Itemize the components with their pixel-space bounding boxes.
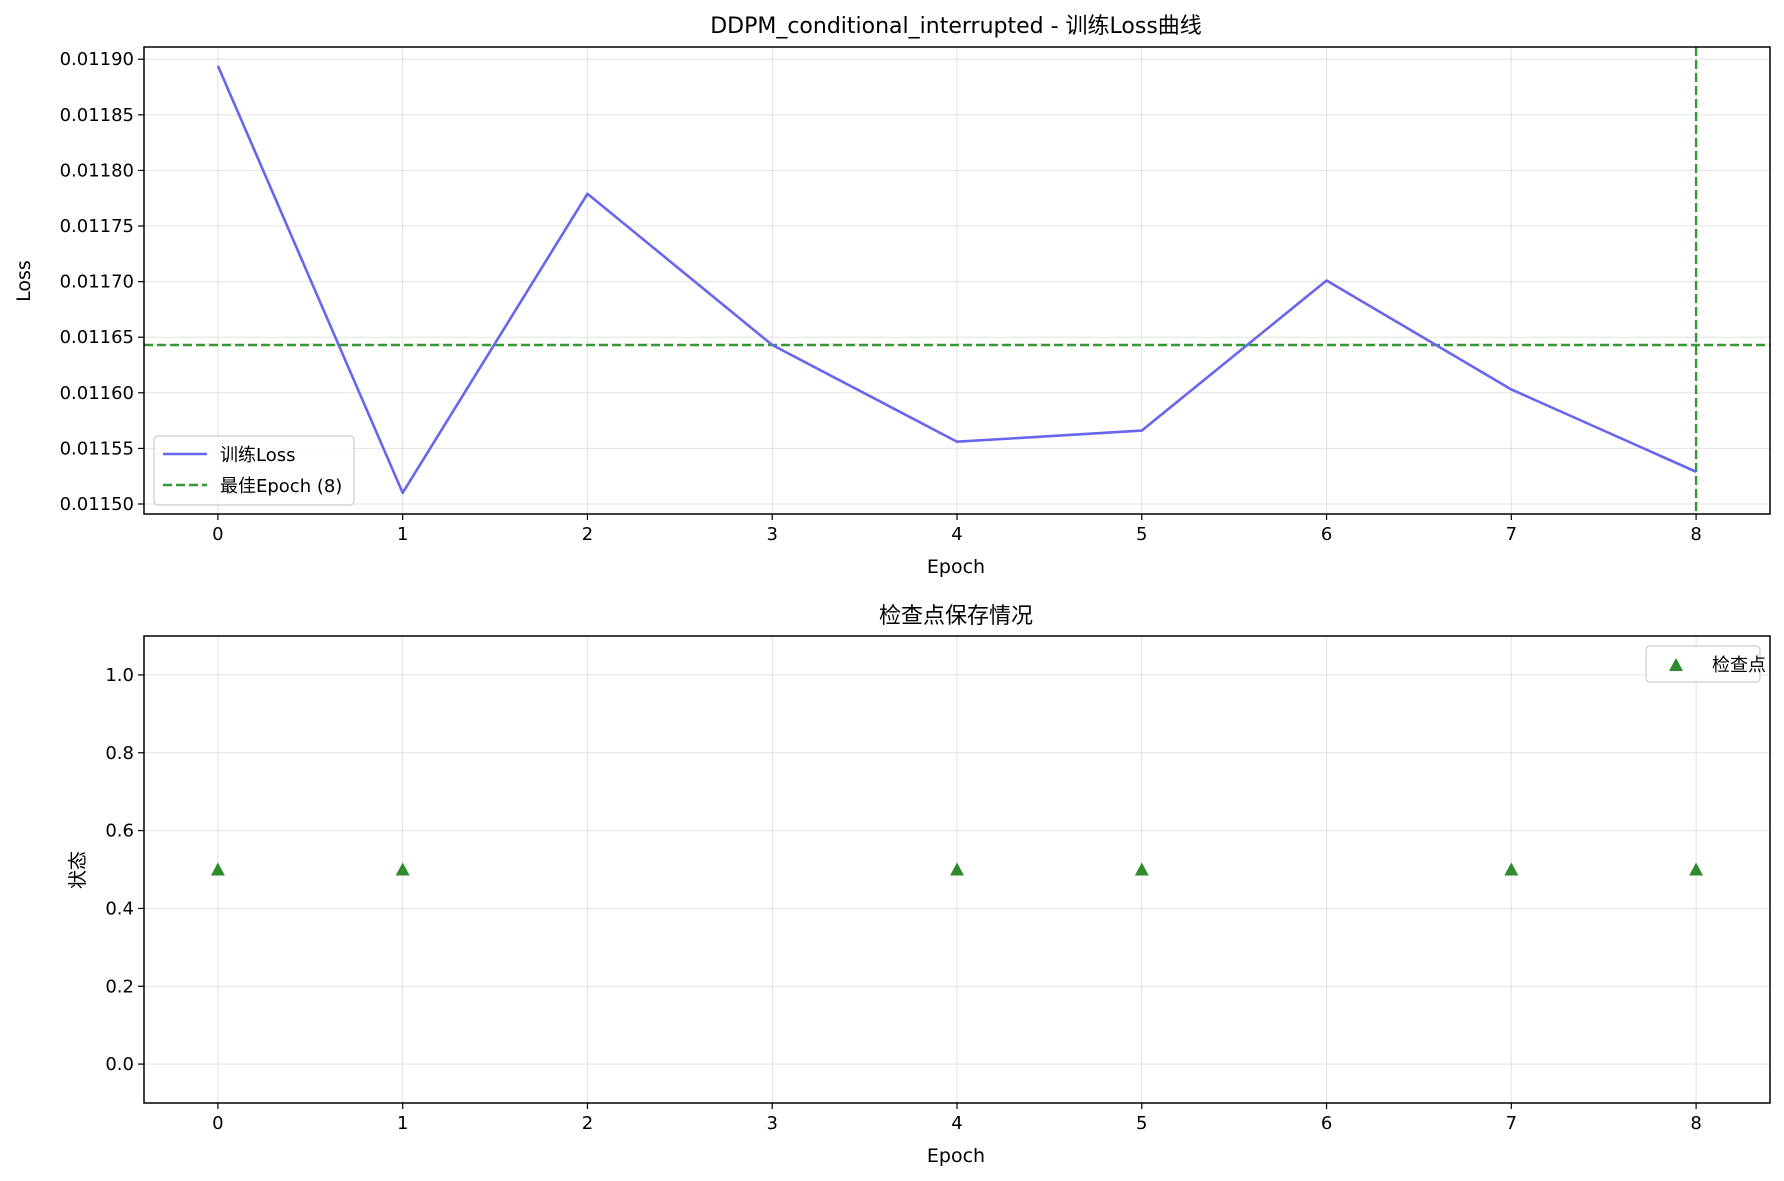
loss-chart-x-ticks: 0 1 2 3 4 5 6 7 8 [212, 514, 1702, 545]
loss-chart-x-label: Epoch [927, 556, 985, 578]
checkpoint-chart-legend: 检查点 [1645, 645, 1766, 683]
x-tick-label: 7 [1506, 1113, 1517, 1134]
legend-label-checkpoint: 检查点 [1712, 655, 1766, 676]
loss-chart-y-label: Loss [13, 260, 35, 302]
checkpoint-marker [210, 862, 225, 876]
y-tick-label: 0.01150 [60, 494, 134, 515]
x-tick-label: 6 [1321, 524, 1332, 545]
x-tick-label: 6 [1321, 1113, 1332, 1134]
y-tick-label: 0.01170 [60, 272, 134, 293]
checkpoint-chart-title: 检查点保存情况 [879, 604, 1033, 629]
checkpoint-chart-y-label: 状态 [67, 851, 89, 889]
y-tick-label: 0.01175 [60, 216, 134, 237]
loss-chart-legend: 训练Loss 最佳Epoch (8) [153, 435, 355, 506]
y-tick-label: 0.01165 [60, 327, 134, 348]
checkpoint-chart-x-ticks: 0 1 2 3 4 5 6 7 8 [212, 1103, 1702, 1134]
y-tick-label: 0.01160 [60, 383, 134, 404]
x-tick-label: 0 [212, 1113, 223, 1134]
x-tick-label: 8 [1690, 524, 1701, 545]
x-tick-label: 1 [397, 524, 408, 545]
y-tick-label: 1.0 [105, 665, 134, 686]
y-tick-label: 0.4 [105, 898, 134, 919]
loss-chart-reference-lines [144, 47, 1770, 514]
x-tick-label: 8 [1690, 1113, 1701, 1134]
y-tick-label: 0.2 [105, 976, 134, 997]
x-tick-label: 1 [397, 1113, 408, 1134]
x-tick-label: 3 [767, 524, 778, 545]
loss-series-line [216, 65, 1697, 495]
y-tick-label: 0.8 [105, 743, 134, 764]
checkpoint-marker [950, 862, 964, 876]
loss-chart-y-ticks: 0.01150 0.01155 0.01160 0.01165 0.01170 0.011… [60, 49, 144, 515]
x-tick-label: 5 [1136, 1113, 1147, 1134]
checkpoint-marker [1134, 862, 1149, 876]
checkpoint-marker [1504, 862, 1519, 876]
x-tick-label: 5 [1136, 524, 1147, 545]
x-tick-label: 7 [1506, 524, 1517, 545]
x-tick-label: 2 [582, 524, 593, 545]
checkpoint-chart-series [210, 862, 1704, 876]
y-tick-label: 0.01185 [60, 105, 134, 126]
checkpoint-chart: 检查点保存情况 0 1 2 3 4 5 6 7 8 0.0 0.2 0.4 0.6 0.8 1.0 Epo… [67, 604, 1771, 1167]
y-tick-label: 0.0 [105, 1054, 134, 1075]
x-tick-label: 4 [951, 1113, 962, 1134]
legend-marker-checkpoint [1669, 658, 1683, 671]
x-tick-label: 3 [767, 1113, 778, 1134]
y-tick-label: 0.01180 [60, 160, 134, 181]
checkpoint-chart-grid [144, 636, 1770, 1103]
checkpoint-chart-legend-box [1645, 645, 1761, 683]
y-tick-label: 0.01190 [60, 49, 134, 70]
legend-label-best-epoch: 最佳Epoch (8) [220, 476, 342, 497]
x-tick-label: 2 [582, 1113, 593, 1134]
y-tick-label: 0.01155 [60, 438, 134, 459]
checkpoint-marker [1689, 862, 1704, 876]
y-tick-label: 0.6 [105, 821, 134, 842]
x-tick-label: 4 [951, 524, 962, 545]
loss-chart-title: DDPM_conditional_interrupted - 训练Loss曲线 [710, 14, 1202, 39]
loss-chart-series [216, 65, 1697, 495]
checkpoint-marker [395, 862, 410, 876]
loss-chart-grid [144, 47, 1770, 514]
x-tick-label: 0 [212, 524, 223, 545]
checkpoint-chart-x-label: Epoch [927, 1145, 985, 1167]
legend-label-loss: 训练Loss [220, 445, 295, 466]
checkpoint-chart-y-ticks: 0.0 0.2 0.4 0.6 0.8 1.0 [105, 665, 144, 1075]
loss-chart: DDPM_conditional_interrupted - 训练Loss曲线 … [13, 14, 1771, 578]
